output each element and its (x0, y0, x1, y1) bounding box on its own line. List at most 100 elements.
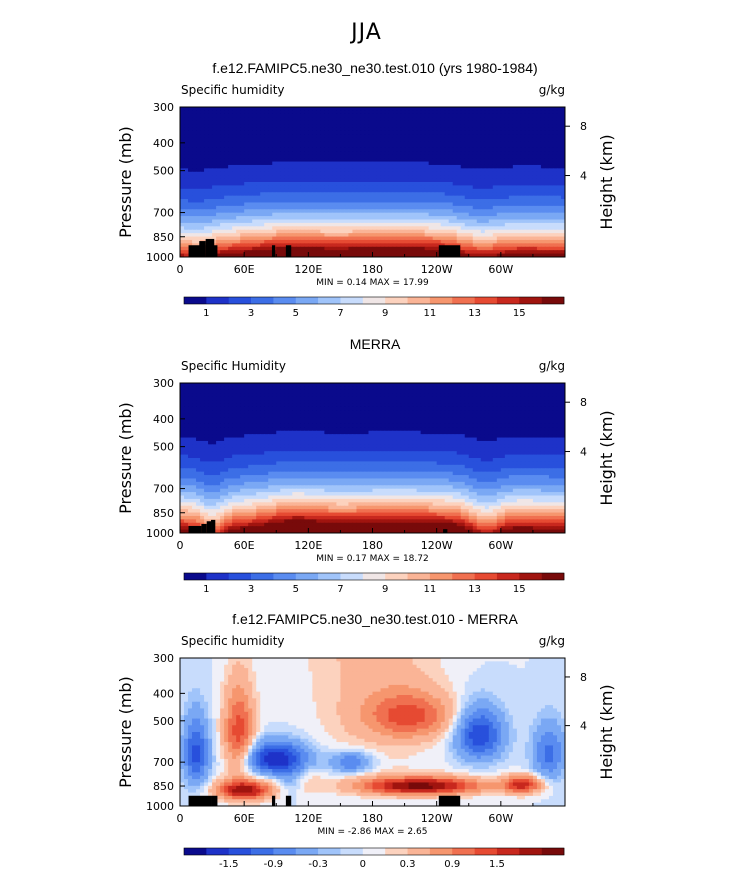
heatmap-cell (344, 403, 350, 408)
heatmap-cell (492, 199, 498, 204)
heatmap-cell (532, 120, 538, 125)
heatmap-cell (352, 396, 358, 401)
heatmap-cell (360, 144, 366, 149)
heatmap-cell (180, 110, 185, 115)
heatmap-cell (344, 113, 350, 118)
heatmap-cell (276, 178, 281, 183)
heatmap-cell (420, 117, 426, 122)
heatmap-cell (468, 250, 474, 255)
heatmap-cell (372, 120, 378, 125)
heatmap-cell (476, 161, 482, 166)
heatmap-cell (524, 212, 530, 217)
heatmap-cell (432, 192, 438, 197)
heatmap-cell (184, 212, 189, 217)
heatmap-cell (276, 202, 281, 207)
heatmap-cell (180, 406, 185, 411)
heatmap-cell (456, 141, 462, 146)
heatmap-cell (212, 216, 217, 221)
heatmap-cell (380, 134, 386, 139)
heatmap-cell (244, 154, 249, 159)
heatmap-cell (428, 222, 434, 227)
heatmap-cell (372, 253, 378, 257)
heatmap-cell (228, 226, 233, 231)
heatmap-cell (244, 389, 249, 394)
heatmap-cell (488, 403, 494, 408)
heatmap-cell (328, 127, 333, 132)
heatmap-cell (508, 236, 514, 241)
heatmap-cell (368, 164, 374, 169)
heatmap-cell (432, 250, 438, 255)
heatmap-cell (416, 182, 422, 187)
heatmap-cell (548, 393, 554, 398)
heatmap-cell (496, 403, 502, 408)
heatmap-cell (480, 229, 486, 234)
heatmap-cell (448, 134, 454, 139)
heatmap-cell (424, 134, 430, 139)
heatmap-cell (344, 236, 350, 241)
heatmap-cell (516, 396, 522, 401)
heatmap-cell (308, 250, 313, 255)
heatmap-cell (452, 383, 458, 388)
heatmap-cell (388, 117, 394, 122)
heatmap-cell (544, 182, 550, 187)
heatmap-cell (188, 171, 193, 176)
heatmap-cell (276, 161, 281, 166)
heatmap-cell (276, 383, 281, 388)
heatmap-cell (452, 216, 458, 221)
heatmap-cell (388, 400, 394, 405)
heatmap-cell (224, 130, 229, 135)
heatmap-cell (304, 175, 309, 180)
heatmap-cell (432, 229, 438, 234)
heatmap-cell (420, 113, 426, 118)
heatmap-cell (272, 178, 277, 183)
heatmap-cell (212, 229, 217, 234)
heatmap-cell (404, 400, 410, 405)
heatmap-cell (356, 389, 362, 394)
terrain-mask (199, 241, 206, 257)
heatmap-cell (180, 178, 185, 183)
heatmap-cell (404, 222, 410, 227)
heatmap-cell (216, 171, 221, 176)
heatmap-cell (528, 147, 534, 152)
heatmap-cell (364, 396, 370, 401)
heatmap-cell (416, 239, 422, 244)
heatmap-cell (240, 158, 245, 163)
heatmap-cell (372, 110, 378, 115)
heatmap-cell (196, 137, 201, 142)
heatmap-cell (396, 386, 402, 391)
heatmap-cell (228, 216, 233, 221)
heatmap-cell (320, 124, 325, 129)
heatmap-cell (360, 175, 366, 180)
heatmap-cell (248, 229, 253, 234)
heatmap-cell (328, 205, 333, 210)
heatmap-cell (560, 253, 565, 257)
heatmap-cell (244, 161, 249, 166)
heatmap-cell (224, 134, 229, 139)
heatmap-cell (304, 250, 309, 255)
heatmap-cell (420, 400, 426, 405)
heatmap-cell (188, 137, 193, 142)
heatmap-cell (476, 219, 482, 224)
heatmap-cell (416, 185, 422, 190)
heatmap-cell (360, 393, 366, 398)
heatmap-cell (204, 229, 209, 234)
heatmap-cell (440, 233, 446, 238)
heatmap-cell (380, 185, 386, 190)
heatmap-cell (380, 130, 386, 135)
heatmap-cell (416, 250, 422, 255)
heatmap-cell (560, 250, 565, 255)
heatmap-cell (512, 199, 518, 204)
heatmap-cell (264, 134, 269, 139)
heatmap-cell (560, 386, 565, 391)
heatmap-cell (364, 219, 370, 224)
heatmap-cell (464, 188, 470, 193)
heatmap-cell (516, 253, 522, 257)
heatmap-cell (416, 124, 422, 129)
heatmap-cell (540, 393, 546, 398)
heatmap-cell (472, 250, 478, 255)
heatmap-cell (464, 222, 470, 227)
heatmap-cell (332, 120, 338, 125)
heatmap-cell (244, 120, 249, 125)
heatmap-cell (284, 239, 289, 244)
heatmap-cell (360, 386, 366, 391)
